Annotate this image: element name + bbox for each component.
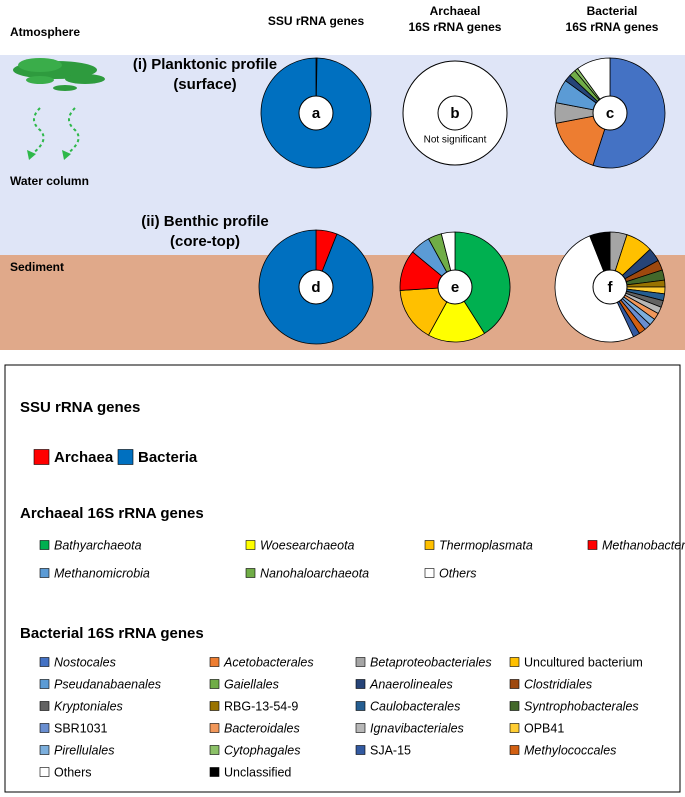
legend-swatch	[355, 657, 366, 667]
legend-swatch	[509, 657, 520, 667]
legend-label: Others	[439, 566, 477, 580]
legend-swatch	[587, 540, 598, 550]
legend-label: Bacteroidales	[224, 721, 300, 735]
row-label: (ii) Benthic profile	[141, 213, 269, 230]
pie-center	[437, 269, 473, 305]
legend-label: Bathyarchaeota	[54, 538, 142, 552]
legend-label: Woesearchaeota	[260, 538, 355, 552]
legend-label: SBR1031	[54, 721, 108, 735]
legend-label: Others	[54, 765, 92, 779]
legend-swatch	[209, 701, 220, 711]
legend-swatch	[209, 745, 220, 755]
column-header: Bacterial	[587, 4, 638, 18]
legend-label: Uncultured bacterium	[524, 655, 643, 669]
pie-center	[437, 95, 473, 131]
pie-letter: d	[311, 279, 320, 296]
legend-swatch	[355, 723, 366, 733]
legend-label: Caulobacterales	[370, 699, 460, 713]
legend-box	[4, 364, 681, 793]
pie-letter: f	[608, 279, 614, 296]
pie-slice	[399, 286, 456, 336]
legend-swatch	[39, 657, 50, 667]
legend-swatch	[39, 701, 50, 711]
legend-swatch	[509, 679, 520, 689]
column-header: 16S rRNA genes	[566, 20, 659, 34]
pie-slice	[592, 57, 666, 169]
legend-label: Thermoplasmata	[439, 538, 533, 552]
legend-swatch	[355, 679, 366, 689]
legend-swatch	[424, 568, 435, 578]
zone-label: Atmosphere	[10, 25, 80, 39]
pie-center	[298, 269, 334, 305]
pie-note: Not significant	[424, 135, 487, 146]
legend-label: Nostocales	[54, 655, 116, 669]
legend-label: Pseudanabaenales	[54, 677, 161, 691]
column-header: 16S rRNA genes	[409, 20, 502, 34]
zone-label: Water column	[10, 174, 89, 188]
pie-letter: e	[451, 279, 459, 296]
legend-swatch	[39, 540, 50, 550]
rain-arrows	[27, 107, 80, 160]
legend-label: Syntrophobacterales	[524, 699, 639, 713]
legend-swatch	[209, 723, 220, 733]
legend-swatch	[355, 701, 366, 711]
legend-label: Methylococcales	[524, 743, 616, 757]
legend-swatch	[509, 723, 520, 733]
pie-center	[592, 95, 628, 131]
pie-letter: b	[450, 105, 459, 122]
legend-label: SJA-15	[370, 743, 411, 757]
legend-label: Ignavibacteriales	[370, 721, 464, 735]
clouds	[13, 58, 105, 91]
legend-swatch	[424, 540, 435, 550]
legend-swatch	[117, 449, 134, 465]
legend-swatch	[39, 767, 50, 777]
legend-label: OPB41	[524, 721, 564, 735]
legend-swatch	[355, 745, 366, 755]
legend-label: Unclassified	[224, 765, 291, 779]
legend-label: Bacteria	[138, 449, 198, 466]
legend-swatch	[245, 540, 256, 550]
column-header: Archaeal	[430, 4, 481, 18]
legend-label: Pirellulales	[54, 743, 114, 757]
legend-swatch	[509, 745, 520, 755]
legend-swatch	[39, 568, 50, 578]
legend-label: Kryptoniales	[54, 699, 123, 713]
column-header: SSU rRNA genes	[268, 14, 365, 28]
legend-label: Archaea	[54, 449, 114, 466]
row-label: (surface)	[173, 76, 236, 93]
legend-title: Bacterial 16S rRNA genes	[20, 625, 204, 642]
row-label: (core-top)	[170, 233, 240, 250]
pie-letter: c	[606, 105, 614, 122]
legend-swatch	[39, 745, 50, 755]
legend-swatch	[39, 723, 50, 733]
legend-label: Cytophagales	[224, 743, 300, 757]
zone-label: Sediment	[10, 260, 64, 274]
legend-swatch	[39, 679, 50, 689]
pie-slice	[427, 286, 486, 343]
legend-label: Acetobacterales	[223, 655, 314, 669]
legend-label: RBG-13-54-9	[224, 699, 298, 713]
legend-swatch	[509, 701, 520, 711]
pie-slice	[555, 112, 611, 166]
legend-label: Gaiellales	[224, 677, 279, 691]
pie-center	[592, 269, 628, 305]
legend-label: Methanobacteria	[602, 538, 685, 552]
legend-swatch	[209, 657, 220, 667]
row-label: (i) Planktonic profile	[133, 56, 277, 73]
pie-letter: a	[312, 105, 321, 122]
legend-title: Archaeal 16S rRNA genes	[20, 505, 204, 522]
legend-label: Anaerolineales	[369, 677, 453, 691]
pie-center	[298, 95, 334, 131]
legend-title: SSU rRNA genes	[20, 399, 140, 416]
legend-label: Methanomicrobia	[54, 566, 150, 580]
legend-swatch	[33, 449, 50, 465]
legend-swatch	[245, 568, 256, 578]
legend-label: Nanohaloarchaeota	[260, 566, 369, 580]
legend-swatch	[209, 767, 220, 777]
legend-label: Betaproteobacteriales	[370, 655, 492, 669]
legend-label: Clostridiales	[524, 677, 592, 691]
legend-swatch	[209, 679, 220, 689]
